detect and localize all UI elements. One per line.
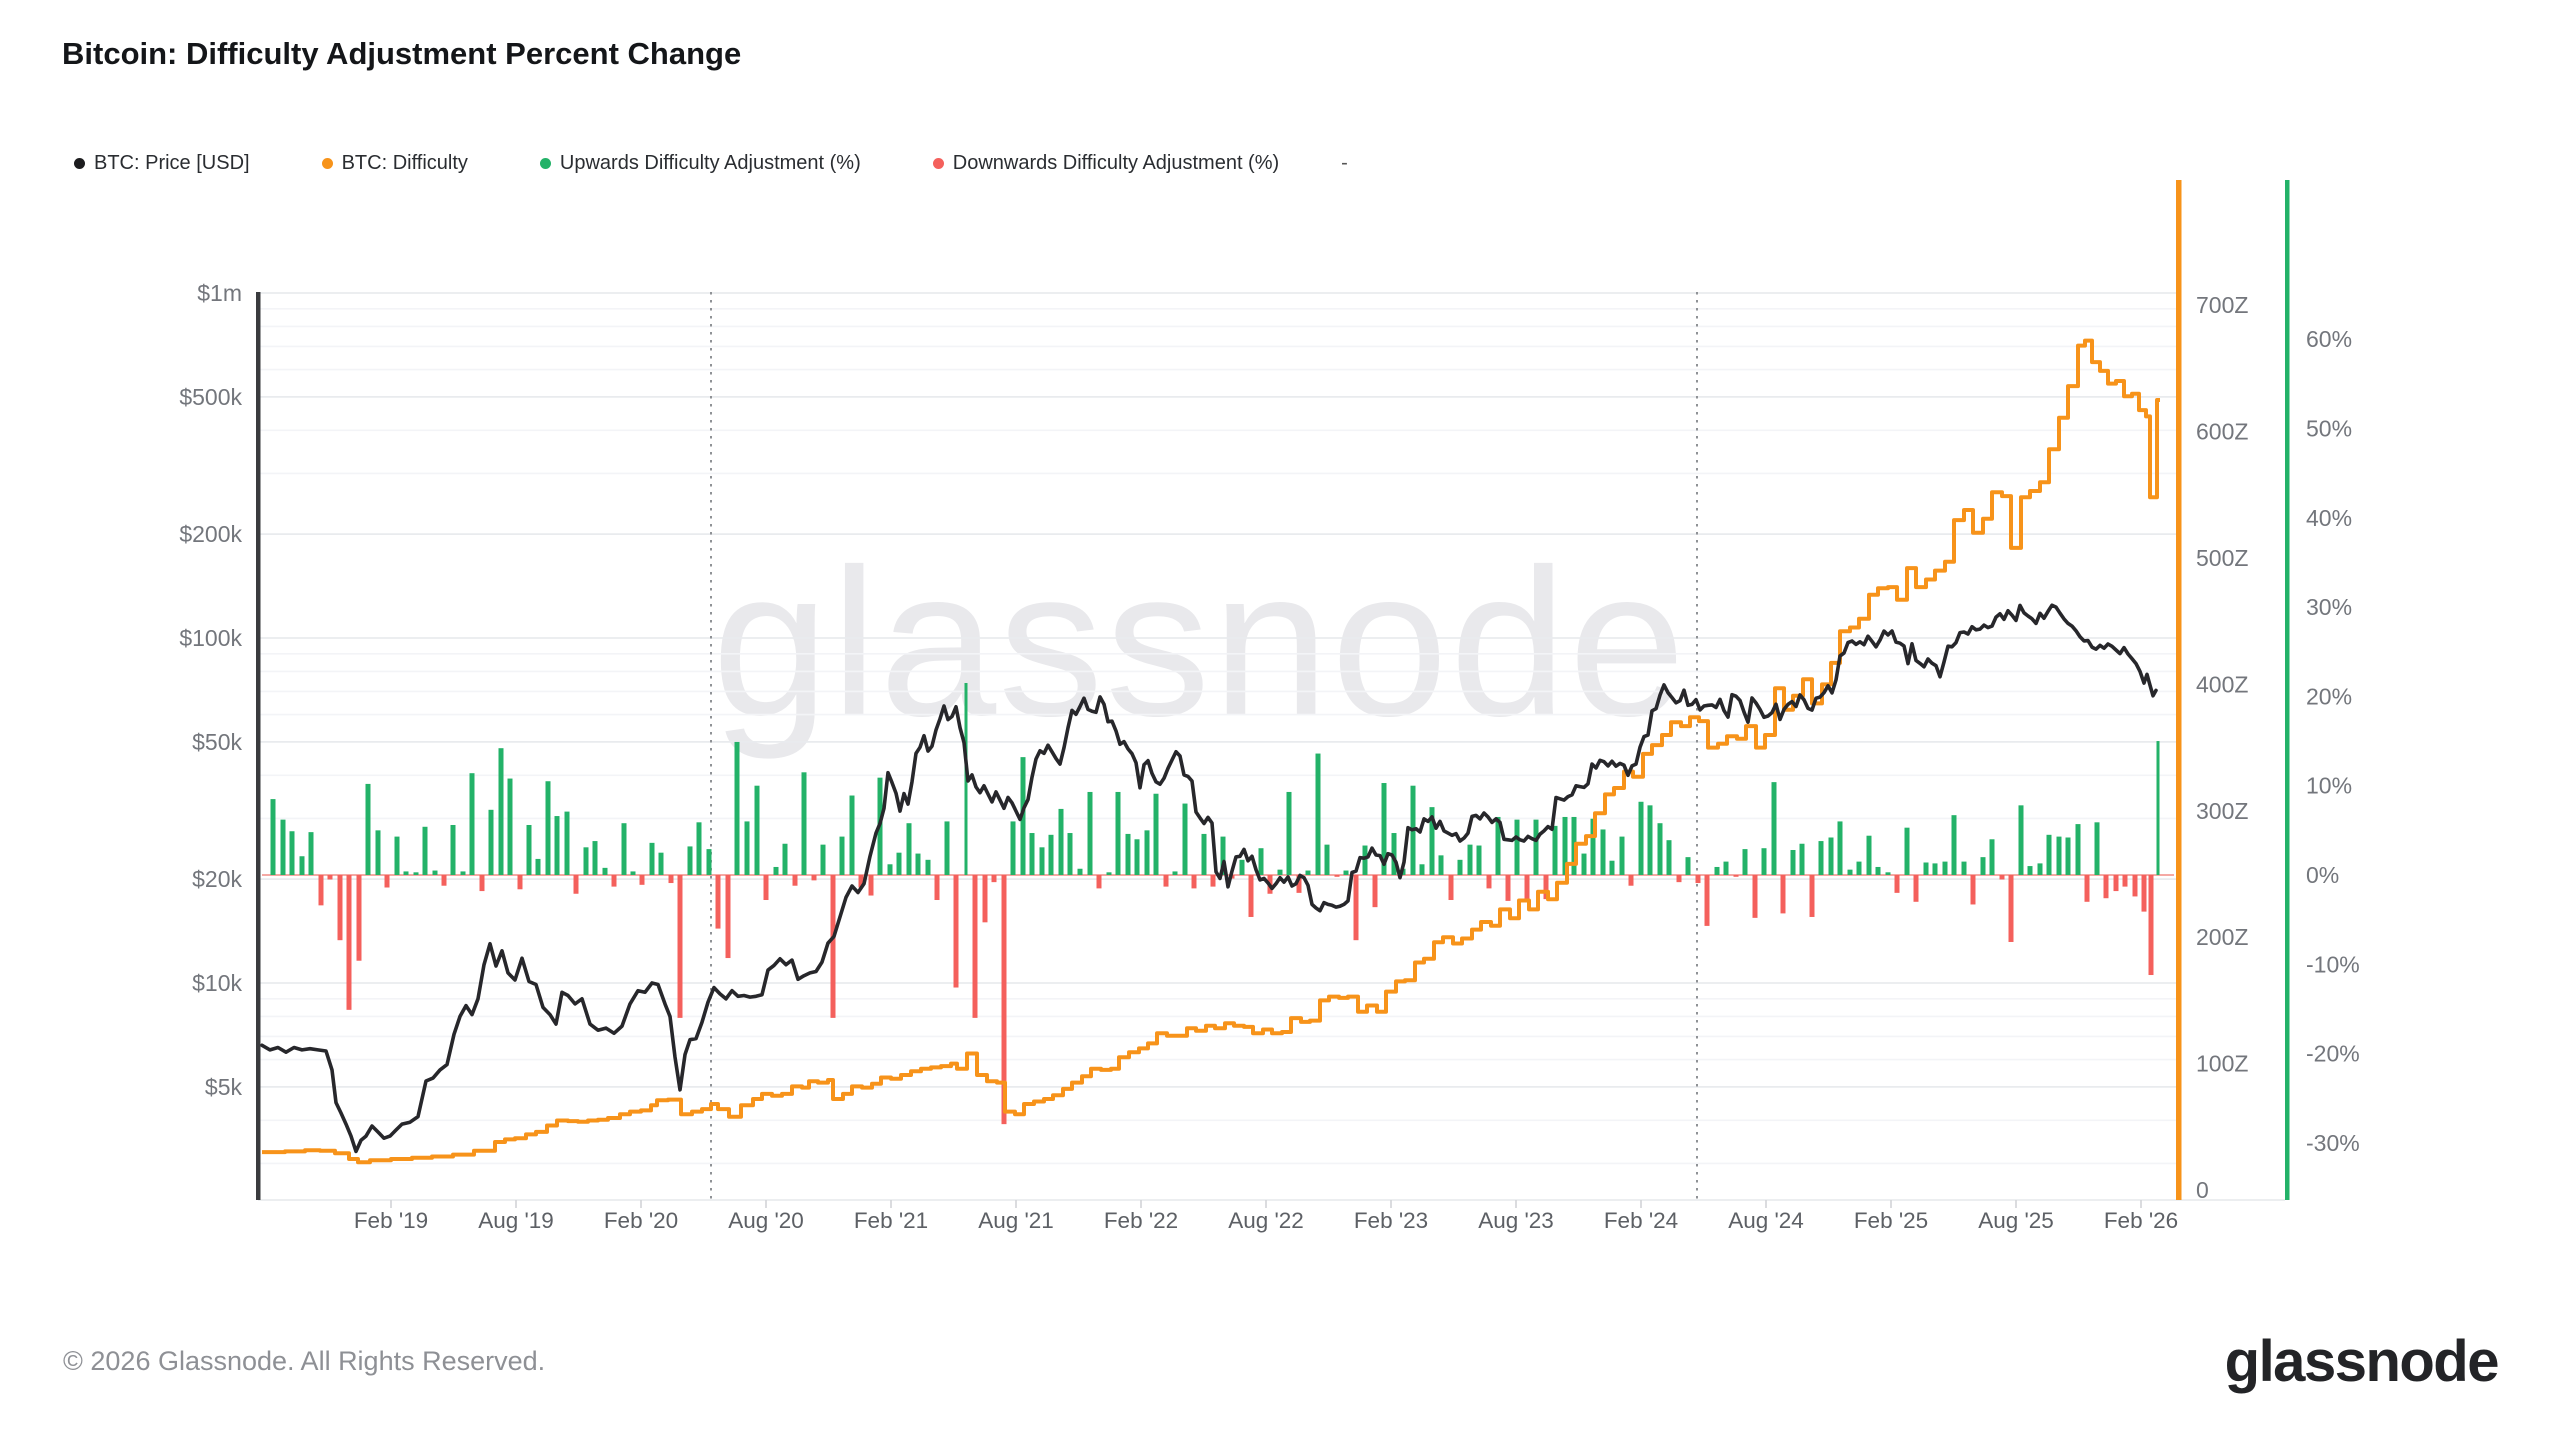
- svg-text:50%: 50%: [2306, 416, 2352, 442]
- svg-text:10%: 10%: [2306, 773, 2352, 799]
- legend-label: Upwards Difficulty Adjustment (%): [559, 152, 861, 174]
- svg-text:30%: 30%: [2306, 594, 2352, 620]
- svg-text:Aug '19: Aug '19: [478, 1208, 554, 1233]
- svg-text:-20%: -20%: [2306, 1041, 2360, 1067]
- svg-text:700Z: 700Z: [2196, 292, 2248, 318]
- svg-text:Feb '26: Feb '26: [2104, 1208, 2178, 1233]
- legend-label: BTC: Price [USD]: [94, 152, 250, 174]
- svg-text:20%: 20%: [2306, 683, 2352, 709]
- svg-text:0: 0: [2196, 1177, 2209, 1203]
- legend-label: BTC: Difficulty: [341, 152, 468, 174]
- svg-text:60%: 60%: [2306, 326, 2352, 352]
- glassnode-watermark: glassnode: [712, 525, 1688, 760]
- svg-text:Aug '20: Aug '20: [728, 1208, 804, 1233]
- svg-text:40%: 40%: [2306, 505, 2352, 531]
- svg-text:$500k: $500k: [179, 384, 242, 410]
- svg-text:Feb '20: Feb '20: [604, 1208, 678, 1233]
- legend: BTC: Price [USD] BTC: Difficulty Upwards…: [74, 152, 1348, 175]
- legend-item-downwards[interactable]: Downwards Difficulty Adjustment (%): [932, 152, 1280, 175]
- svg-text:$20k: $20k: [192, 866, 242, 892]
- svg-text:Aug '25: Aug '25: [1978, 1208, 2054, 1233]
- svg-text:$10k: $10k: [192, 970, 242, 996]
- svg-text:Aug '23: Aug '23: [1478, 1208, 1554, 1233]
- legend-item-difficulty[interactable]: BTC: Difficulty: [321, 152, 468, 175]
- legend-trailing-dash: -: [1341, 152, 1348, 174]
- legend-item-price[interactable]: BTC: Price [USD]: [74, 152, 250, 175]
- svg-text:300Z: 300Z: [2196, 798, 2248, 824]
- svg-text:Feb '19: Feb '19: [354, 1208, 428, 1233]
- glassnode-logo: glassnode: [2224, 1329, 2500, 1394]
- svg-text:Aug '21: Aug '21: [978, 1208, 1054, 1233]
- footer-copyright: © 2026 Glassnode. All Rights Reserved.: [63, 1346, 546, 1376]
- price-dot-icon: [74, 158, 85, 169]
- svg-text:$1m: $1m: [197, 280, 242, 306]
- svg-text:Feb '24: Feb '24: [1604, 1208, 1678, 1233]
- svg-text:Feb '21: Feb '21: [854, 1208, 928, 1233]
- svg-text:Aug '24: Aug '24: [1728, 1208, 1804, 1233]
- legend-item-upwards[interactable]: Upwards Difficulty Adjustment (%): [539, 152, 861, 175]
- downwards-dot-icon: [932, 158, 944, 169]
- svg-text:500Z: 500Z: [2196, 545, 2248, 571]
- svg-text:200Z: 200Z: [2196, 924, 2248, 950]
- page-title: Bitcoin: Difficulty Adjustment Percent C…: [62, 36, 742, 71]
- svg-text:$5k: $5k: [205, 1074, 243, 1100]
- svg-text:0%: 0%: [2306, 862, 2339, 888]
- svg-text:-10%: -10%: [2306, 951, 2360, 977]
- svg-text:Feb '22: Feb '22: [1104, 1208, 1178, 1233]
- svg-text:Feb '25: Feb '25: [1854, 1208, 1928, 1233]
- svg-text:Feb '23: Feb '23: [1354, 1208, 1428, 1233]
- svg-text:-30%: -30%: [2306, 1130, 2360, 1156]
- svg-text:$50k: $50k: [192, 729, 242, 755]
- svg-text:$100k: $100k: [179, 625, 242, 651]
- legend-label: Downwards Difficulty Adjustment (%): [952, 152, 1280, 174]
- svg-text:$200k: $200k: [179, 521, 242, 547]
- svg-text:600Z: 600Z: [2196, 419, 2248, 445]
- svg-text:Aug '22: Aug '22: [1228, 1208, 1304, 1233]
- svg-text:400Z: 400Z: [2196, 671, 2248, 697]
- svg-text:100Z: 100Z: [2196, 1051, 2248, 1077]
- difficulty-dot-icon: [321, 158, 333, 169]
- upwards-dot-icon: [539, 158, 551, 169]
